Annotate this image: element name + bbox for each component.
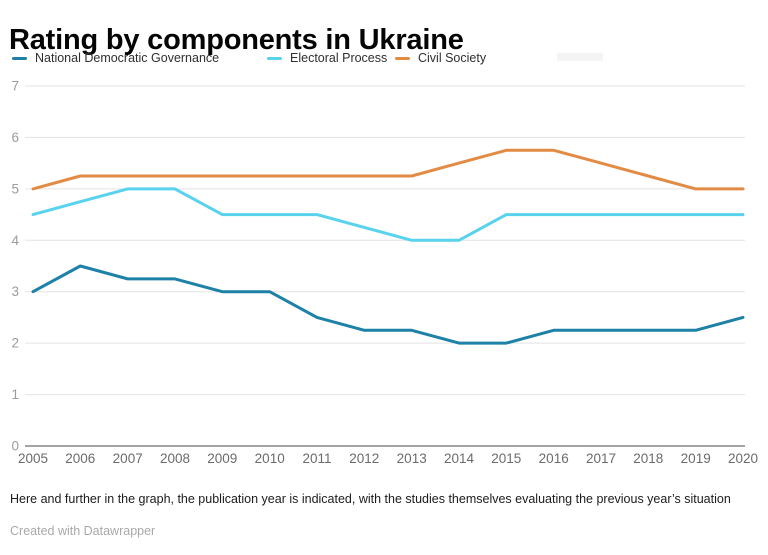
legend-dash-icon bbox=[267, 56, 282, 60]
x-axis-tick-label: 2009 bbox=[207, 451, 237, 466]
legend-label: Civil Society bbox=[418, 51, 487, 65]
x-axis-tick-label: 2011 bbox=[302, 451, 331, 466]
legend-label: Electoral Process bbox=[290, 51, 388, 65]
x-axis-tick-label: 2018 bbox=[633, 451, 663, 466]
chart-title: Rating by components in Ukraine bbox=[9, 24, 464, 57]
y-axis-tick-label: 1 bbox=[11, 387, 19, 402]
y-axis-tick-label: 6 bbox=[11, 130, 19, 145]
x-axis-tick-label: 2015 bbox=[491, 451, 521, 466]
legend-item-electoral-process: Electoral Process bbox=[267, 50, 387, 66]
line-civil-society bbox=[31, 148, 745, 191]
x-axis-tick-label: 2019 bbox=[681, 451, 711, 466]
y-axis-tick-label: 5 bbox=[11, 181, 19, 196]
x-axis-tick-label: 2005 bbox=[18, 451, 48, 466]
x-axis-tick-label: 2010 bbox=[255, 451, 285, 466]
y-axis-tick-label: 2 bbox=[11, 336, 19, 351]
line-electoral-process bbox=[31, 187, 745, 242]
legend-item-civil-society: Civil Society bbox=[395, 50, 486, 66]
faint-legend-artifact bbox=[557, 53, 603, 61]
x-axis-tick-label: 2016 bbox=[539, 451, 569, 466]
y-axis-tick-label: 7 bbox=[11, 79, 19, 94]
x-axis-tick-label: 2017 bbox=[586, 451, 616, 466]
x-axis-tick-label: 2006 bbox=[65, 451, 95, 466]
datawrapper-credit: Created with Datawrapper bbox=[10, 524, 156, 538]
legend-dash-icon bbox=[12, 56, 27, 60]
y-axis-tick-label: 3 bbox=[11, 284, 19, 299]
x-axis-tick-label: 2013 bbox=[397, 451, 427, 466]
chart-footnote: Here and further in the graph, the publi… bbox=[10, 492, 731, 506]
x-axis-tick-label: 2020 bbox=[728, 451, 758, 466]
legend-dash-icon bbox=[395, 56, 410, 60]
y-axis-tick-label: 4 bbox=[11, 233, 19, 248]
legend-label: National Democratic Governance bbox=[35, 51, 220, 65]
line-national-democratic-governance bbox=[31, 264, 745, 345]
x-axis-tick-label: 2007 bbox=[113, 451, 143, 466]
x-axis-tick-label: 2012 bbox=[349, 451, 379, 466]
x-axis-tick-label: 2008 bbox=[160, 451, 190, 466]
x-axis-tick-label: 2014 bbox=[444, 451, 475, 466]
legend-item-national-democratic-governance: National Democratic Governance bbox=[12, 50, 219, 66]
y-axis-tick-label: 0 bbox=[11, 439, 19, 454]
